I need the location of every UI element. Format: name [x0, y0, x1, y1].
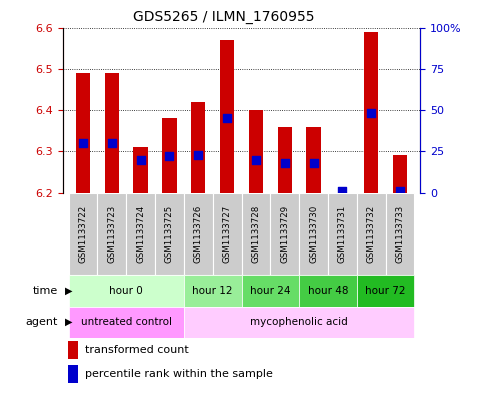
- Text: GSM1133733: GSM1133733: [396, 205, 405, 263]
- Bar: [220, 40, 234, 193]
- Text: agent: agent: [26, 317, 58, 327]
- Bar: [105, 73, 119, 193]
- Point: [396, 188, 404, 194]
- Text: time: time: [33, 286, 58, 296]
- Text: GSM1133732: GSM1133732: [367, 205, 376, 263]
- Text: GSM1133724: GSM1133724: [136, 205, 145, 263]
- Point: [310, 160, 317, 166]
- Text: hour 12: hour 12: [192, 286, 233, 296]
- Point: [79, 140, 87, 146]
- Bar: [191, 102, 205, 193]
- Text: GSM1133731: GSM1133731: [338, 205, 347, 263]
- Text: GSM1133730: GSM1133730: [309, 205, 318, 263]
- Point: [339, 188, 346, 194]
- Point: [252, 156, 260, 163]
- Bar: [133, 147, 148, 193]
- Point: [108, 140, 115, 146]
- Bar: [98, 193, 126, 275]
- Text: GSM1133727: GSM1133727: [223, 205, 231, 263]
- Bar: [69, 307, 184, 338]
- Text: hour 48: hour 48: [308, 286, 348, 296]
- Text: mycophenolic acid: mycophenolic acid: [250, 317, 348, 327]
- Point: [166, 153, 173, 160]
- Bar: [184, 307, 414, 338]
- Bar: [357, 275, 414, 307]
- Text: hour 24: hour 24: [250, 286, 291, 296]
- Bar: [364, 32, 378, 193]
- Bar: [393, 156, 407, 193]
- Bar: [76, 73, 90, 193]
- Text: transformed count: transformed count: [85, 345, 188, 355]
- Point: [368, 110, 375, 116]
- Bar: [68, 365, 78, 383]
- Bar: [213, 193, 242, 275]
- Text: GSM1133728: GSM1133728: [252, 205, 260, 263]
- Bar: [328, 193, 357, 275]
- Bar: [184, 275, 242, 307]
- Bar: [242, 193, 270, 275]
- Text: hour 0: hour 0: [109, 286, 143, 296]
- Bar: [306, 127, 321, 193]
- Text: hour 72: hour 72: [365, 286, 406, 296]
- Bar: [299, 193, 328, 275]
- Bar: [299, 275, 357, 307]
- Text: untreated control: untreated control: [81, 317, 171, 327]
- Point: [194, 151, 202, 158]
- Bar: [270, 193, 299, 275]
- Bar: [249, 110, 263, 193]
- Text: GSM1133725: GSM1133725: [165, 205, 174, 263]
- Text: ▶: ▶: [65, 286, 73, 296]
- Text: percentile rank within the sample: percentile rank within the sample: [85, 369, 272, 379]
- Point: [223, 115, 231, 121]
- Point: [281, 160, 289, 166]
- Text: ▶: ▶: [65, 317, 73, 327]
- Bar: [69, 193, 98, 275]
- Bar: [184, 193, 213, 275]
- Bar: [385, 193, 414, 275]
- Text: GSM1133722: GSM1133722: [78, 205, 87, 263]
- Text: GSM1133723: GSM1133723: [107, 205, 116, 263]
- Bar: [357, 193, 385, 275]
- Point: [137, 156, 144, 163]
- Bar: [68, 341, 78, 359]
- Bar: [69, 275, 184, 307]
- Text: GSM1133726: GSM1133726: [194, 205, 203, 263]
- Bar: [242, 275, 299, 307]
- Bar: [155, 193, 184, 275]
- Text: GSM1133729: GSM1133729: [280, 205, 289, 263]
- Text: GDS5265 / ILMN_1760955: GDS5265 / ILMN_1760955: [133, 9, 314, 24]
- Bar: [278, 127, 292, 193]
- Bar: [126, 193, 155, 275]
- Bar: [162, 118, 177, 193]
